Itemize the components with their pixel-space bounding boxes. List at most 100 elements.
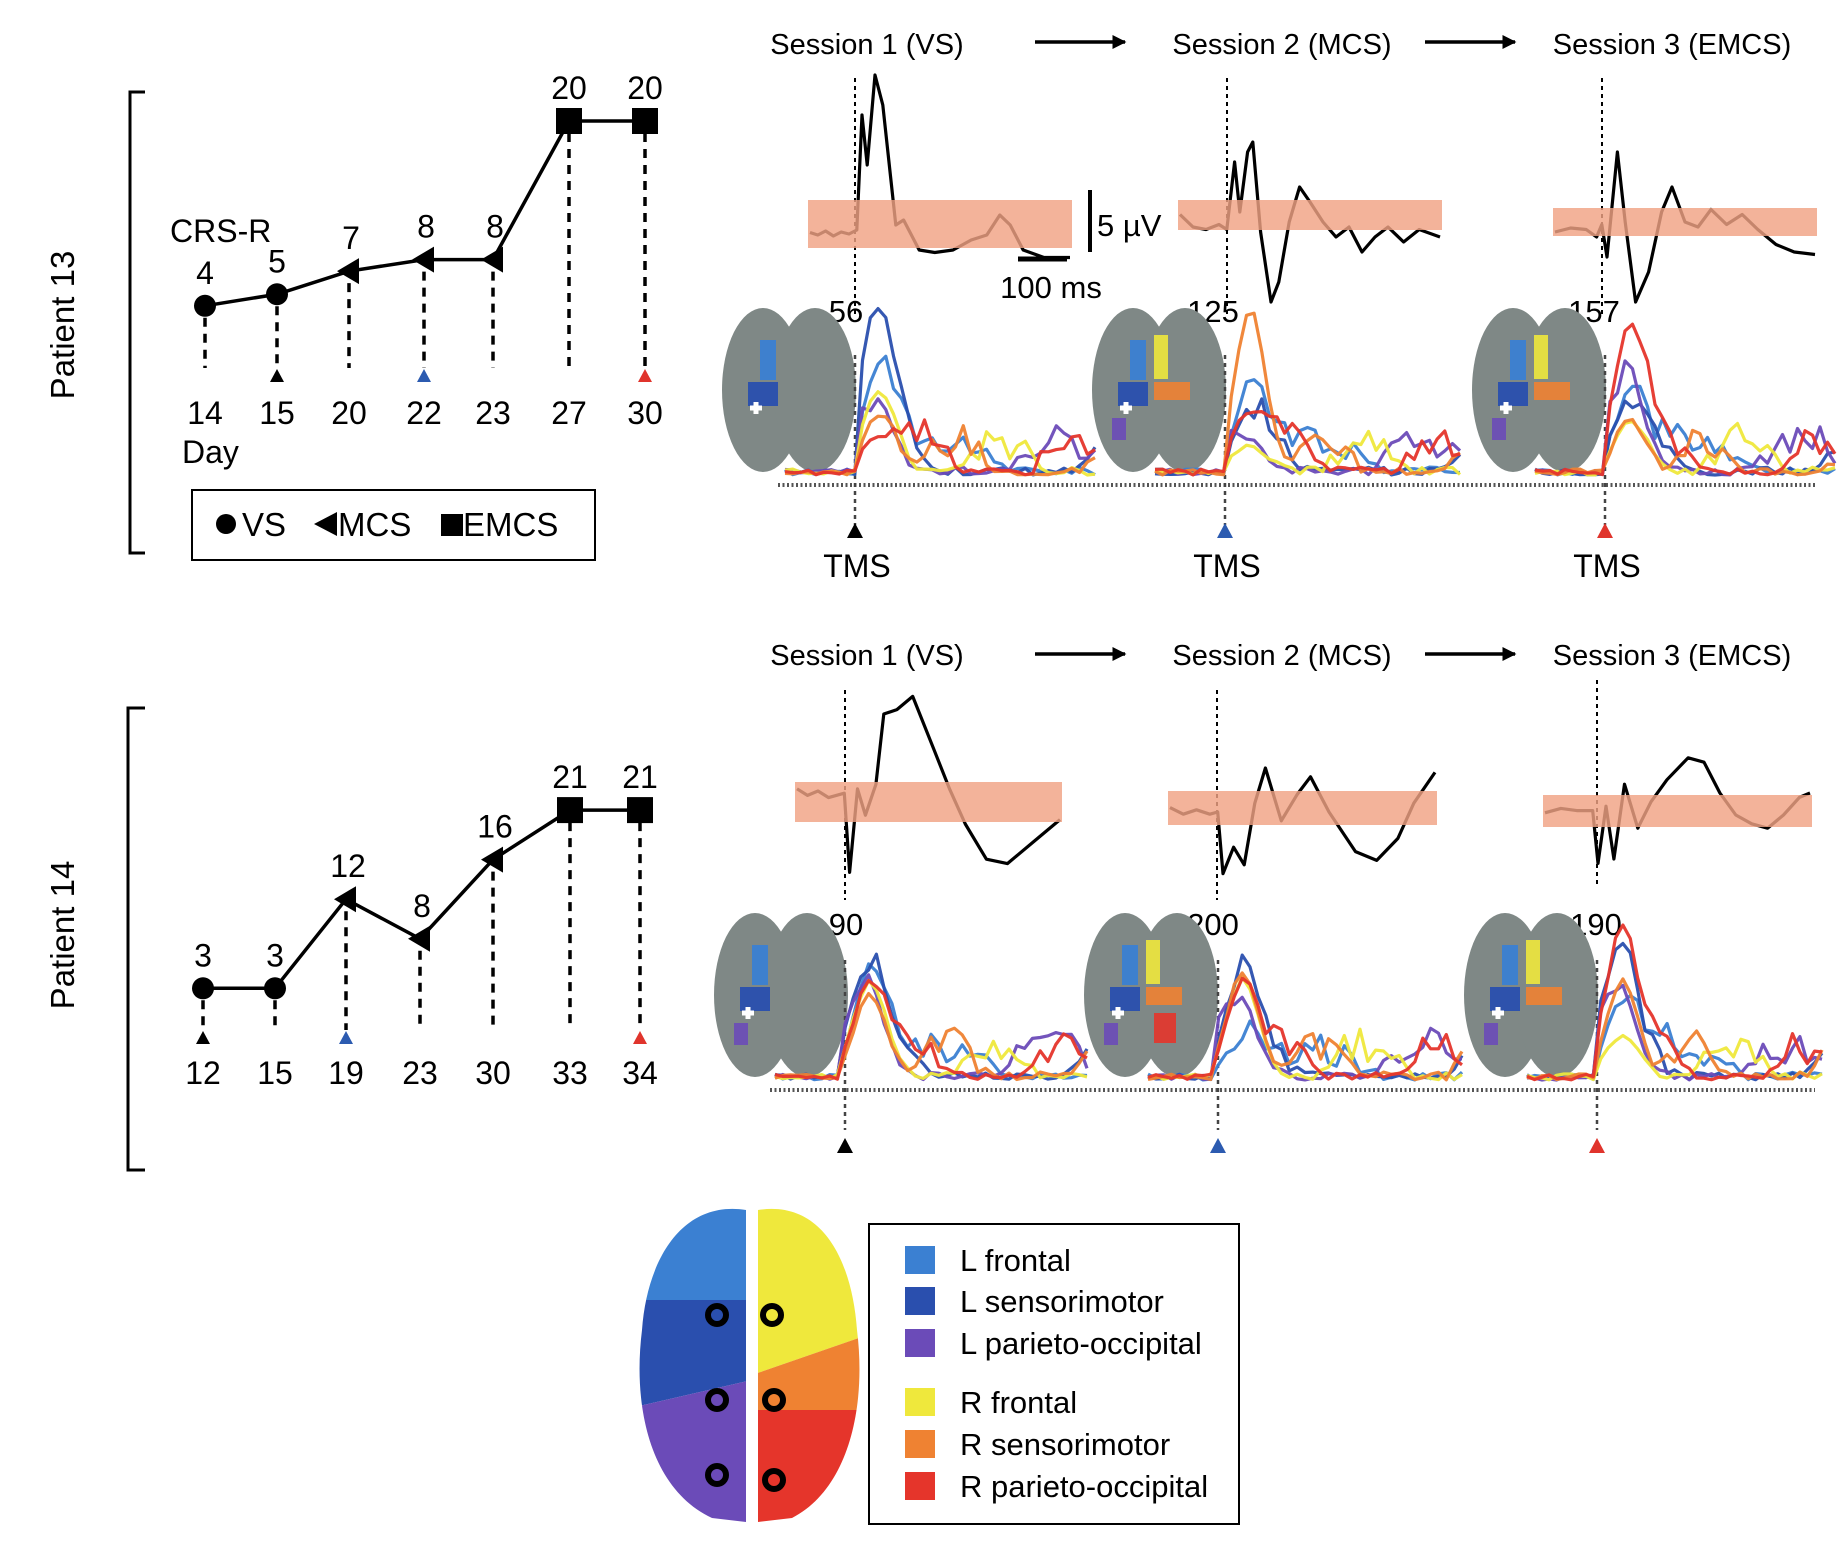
region-swatch <box>905 1246 935 1274</box>
electrode-site-icon <box>705 1303 729 1327</box>
emcs-marker <box>632 108 658 134</box>
brain-thumbnail <box>1472 308 1606 472</box>
l-sensorimotor-activation <box>1498 382 1528 406</box>
r-parieto-occipital-region <box>758 1410 860 1522</box>
day-tick-label: 34 <box>622 1055 658 1091</box>
day-tick-label: 23 <box>402 1055 438 1091</box>
l-parieto-occipital-activation <box>734 1023 748 1045</box>
r-frontal-activation <box>1534 335 1548 379</box>
day-tick-label: 14 <box>187 395 223 431</box>
tms-session-marker-icon <box>847 523 863 538</box>
region-legend: L frontal L sensorimotor L parieto-occipit… <box>905 1243 1208 1504</box>
region-current-trace <box>1526 923 1823 1082</box>
mcs-legend-marker <box>314 512 337 536</box>
brain-thumbnail <box>722 308 856 472</box>
brain-thumbnail <box>1092 308 1226 472</box>
region-swatch <box>905 1388 935 1416</box>
r-sensorimotor-activation <box>1534 382 1570 400</box>
tms-session-marker-icon <box>1597 523 1613 538</box>
crs-r-score-label: 8 <box>486 209 504 245</box>
r-sensorimotor-region <box>758 1330 860 1410</box>
l-frontal-region <box>639 1208 746 1300</box>
vs-legend-marker <box>216 514 236 534</box>
day-tick-label: 22 <box>406 395 442 431</box>
baseline-band <box>1178 200 1442 230</box>
electrode-site-icon <box>762 1468 786 1492</box>
tms-label: TMS <box>1193 548 1261 584</box>
stimulation-site-icon <box>1120 402 1132 414</box>
region-label: L frontal <box>960 1243 1071 1278</box>
brain-region-map <box>639 1208 860 1522</box>
crs-r-score-label: 8 <box>417 209 435 245</box>
crs-r-score-label: 7 <box>342 220 360 256</box>
patient-13-panel: Patient 13 CRS-R Day 4 14 5 15 7 20 8 22 8 23 20 27… <box>44 29 1837 584</box>
l-frontal-activation <box>1122 945 1138 985</box>
vs-legend-label: VS <box>242 506 286 543</box>
emcs-marker <box>557 797 583 824</box>
baseline-band <box>1543 795 1812 827</box>
session-title: Session 2 (MCS) <box>1172 29 1391 61</box>
region-legend-panel: L frontal L sensorimotor L parieto-occipit… <box>639 1208 1240 1525</box>
mcs-marker <box>481 246 503 273</box>
session-title: Session 1 (VS) <box>770 29 963 61</box>
region-current-trace <box>1147 971 1464 1082</box>
brain-right-hemisphere <box>766 913 848 1077</box>
region-label: R parieto-occipital <box>960 1469 1208 1504</box>
baseline-band <box>795 782 1062 822</box>
stimulation-site-icon <box>1112 1007 1124 1019</box>
region-current-trace <box>1154 410 1461 477</box>
day-tick-label: 19 <box>328 1055 364 1091</box>
region-swatch <box>905 1430 935 1458</box>
day-tick-label: 15 <box>257 1055 293 1091</box>
patient-14-label: Patient 14 <box>44 861 81 1010</box>
region-label: R frontal <box>960 1385 1077 1420</box>
day-tick-label: 15 <box>259 395 295 431</box>
l-sensorimotor-region <box>639 1300 746 1410</box>
l-parieto-occipital-activation <box>1484 1023 1498 1045</box>
day-tick-label: 30 <box>475 1055 511 1091</box>
emcs-marker <box>627 797 653 824</box>
day-axis-label: Day <box>182 434 239 470</box>
crs-r-score-label: 3 <box>266 937 284 973</box>
region-swatch <box>905 1329 935 1357</box>
session-title: Session 2 (MCS) <box>1172 640 1391 672</box>
crs-r-score-label: 3 <box>194 937 212 973</box>
crs-r-score-label: 8 <box>413 888 431 924</box>
electrode-site-icon <box>705 1463 729 1487</box>
crs-r-score-label: 5 <box>268 243 286 279</box>
region-current-trace <box>1147 976 1463 1081</box>
l-frontal-activation <box>1510 340 1526 380</box>
emcs-legend-label: EMCS <box>463 506 558 543</box>
state-legend: VS MCS EMCS <box>191 489 596 561</box>
stimulation-site-icon <box>1492 1007 1504 1019</box>
session-title: Session 1 (VS) <box>770 640 963 672</box>
day-tick-label: 20 <box>331 395 367 431</box>
day-tick-label: 27 <box>551 395 587 431</box>
electrode-site-icon <box>760 1303 784 1327</box>
crs-r-score-label: 21 <box>552 759 588 795</box>
tms-session-marker-icon <box>1210 1138 1226 1153</box>
region-current-trace <box>774 991 1089 1082</box>
r-frontal-activation <box>1526 940 1540 984</box>
l-frontal-activation <box>760 340 776 380</box>
crs-r-axis-label: CRS-R <box>170 213 271 249</box>
patient-13-crs-plot: 4 14 5 15 7 20 8 22 8 23 20 27 20 30 <box>187 70 663 431</box>
region-current-trace <box>1526 977 1824 1082</box>
l-sensorimotor-activation <box>1110 987 1140 1011</box>
left-hemisphere-regions <box>639 1208 746 1522</box>
vs-marker <box>264 977 286 1000</box>
r-frontal-activation <box>1154 335 1168 379</box>
region-label: L parieto-occipital <box>960 1326 1202 1361</box>
mcs-marker <box>481 846 503 873</box>
mcs-marker <box>337 258 359 285</box>
brain-thumbnail <box>714 913 848 1077</box>
emcs-legend-marker <box>441 514 463 536</box>
stimulation-site-icon <box>1500 402 1512 414</box>
crs-r-score-label: 16 <box>477 809 513 845</box>
day-tick-label: 12 <box>185 1055 221 1091</box>
day-tick-label: 30 <box>627 395 663 431</box>
l-sensorimotor-activation <box>748 382 778 406</box>
brain-right-hemisphere <box>774 308 856 472</box>
tms-session-marker-icon <box>633 1031 647 1044</box>
tms-session-marker-icon <box>196 1031 210 1044</box>
